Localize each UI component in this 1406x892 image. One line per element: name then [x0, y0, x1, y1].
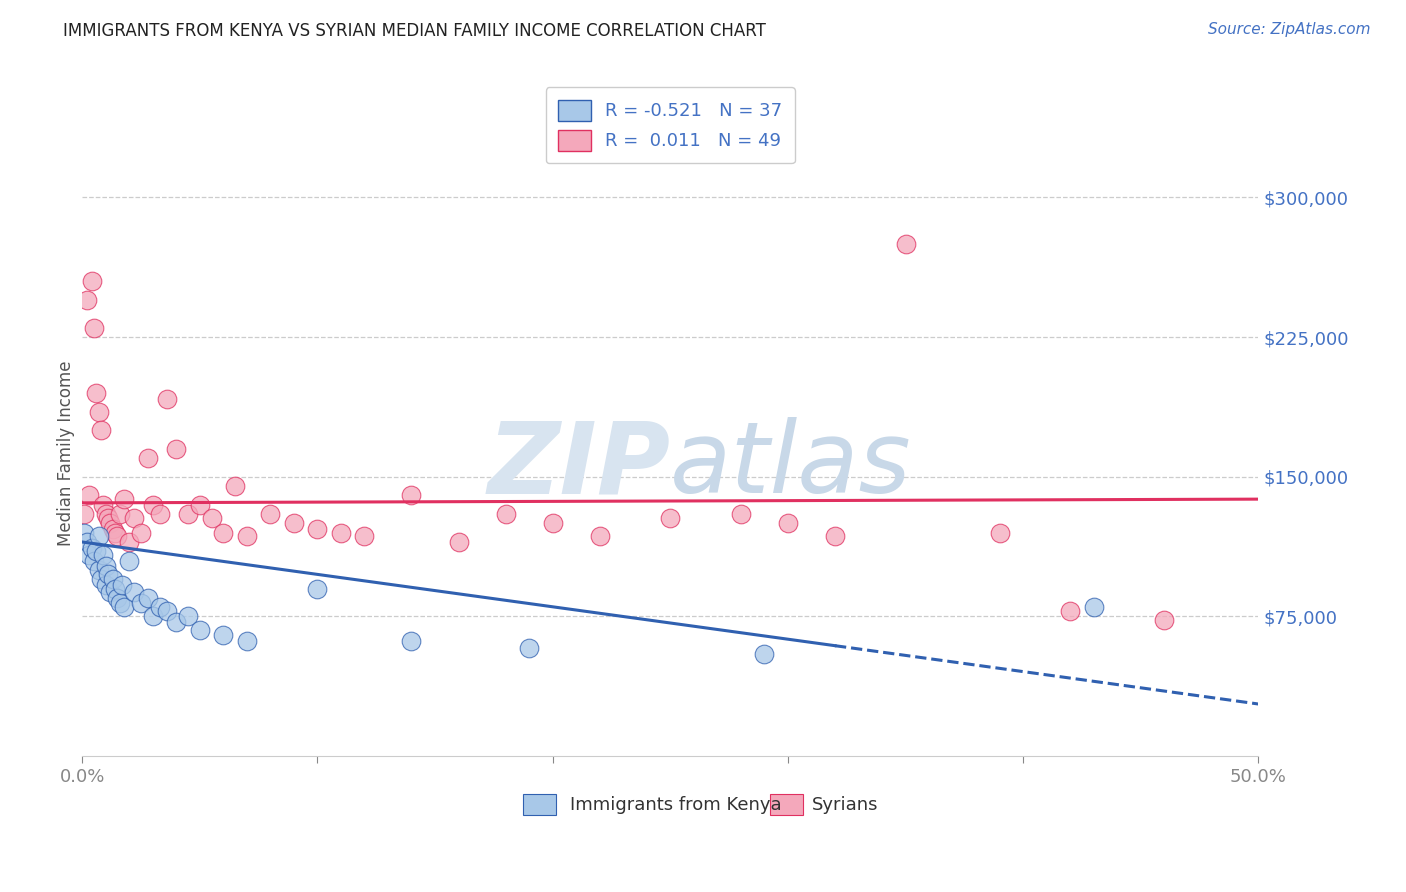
Point	[401, 633, 423, 648]
Point	[80, 274, 103, 288]
Point	[76, 293, 98, 307]
Point	[104, 525, 127, 540]
Point	[129, 525, 152, 540]
Point	[329, 525, 352, 540]
Text: atlas: atlas	[671, 417, 912, 514]
Point	[156, 604, 179, 618]
Point	[988, 525, 1011, 540]
Point	[495, 507, 517, 521]
Point	[107, 591, 129, 605]
Point	[104, 582, 127, 596]
Point	[97, 566, 120, 581]
Bar	[523, 794, 557, 815]
Point	[87, 563, 110, 577]
Point	[77, 548, 100, 562]
Point	[177, 609, 200, 624]
Point	[754, 647, 776, 661]
Point	[90, 572, 112, 586]
Point	[165, 615, 187, 629]
Point	[307, 582, 329, 596]
Point	[111, 578, 134, 592]
Point	[80, 541, 103, 555]
Point	[659, 510, 682, 524]
Point	[156, 392, 179, 406]
Point	[236, 633, 259, 648]
Point	[97, 510, 120, 524]
Point	[76, 535, 98, 549]
Point	[149, 507, 172, 521]
Point	[149, 600, 172, 615]
Point	[283, 516, 305, 531]
Point	[224, 479, 246, 493]
Point	[94, 559, 117, 574]
Bar	[770, 794, 803, 815]
Point	[77, 488, 100, 502]
Point	[136, 591, 159, 605]
Text: Source: ZipAtlas.com: Source: ZipAtlas.com	[1208, 22, 1371, 37]
Point	[589, 529, 612, 543]
Legend: R = -0.521   N = 37, R =  0.011   N = 49: R = -0.521 N = 37, R = 0.011 N = 49	[546, 87, 794, 163]
Point	[118, 553, 141, 567]
Point	[353, 529, 375, 543]
Point	[83, 553, 105, 567]
Point	[730, 507, 752, 521]
Point	[1083, 600, 1105, 615]
Point	[84, 544, 107, 558]
Point	[90, 423, 112, 437]
Point	[101, 522, 124, 536]
Point	[136, 451, 159, 466]
Point	[107, 529, 129, 543]
Point	[73, 525, 96, 540]
Point	[259, 507, 281, 521]
Point	[401, 488, 423, 502]
Point	[91, 548, 114, 562]
Point	[142, 609, 165, 624]
Point	[1153, 613, 1175, 627]
Point	[73, 507, 96, 521]
Point	[122, 585, 145, 599]
Point	[108, 507, 131, 521]
Point	[83, 320, 105, 334]
Point	[98, 585, 121, 599]
Point	[94, 578, 117, 592]
Point	[1059, 604, 1081, 618]
Point	[188, 498, 211, 512]
Point	[142, 498, 165, 512]
Point	[87, 529, 110, 543]
Text: Immigrants from Kenya: Immigrants from Kenya	[571, 796, 782, 814]
Point	[541, 516, 564, 531]
Point	[108, 597, 131, 611]
Point	[177, 507, 200, 521]
Point	[200, 510, 222, 524]
Point	[129, 597, 152, 611]
Point	[98, 516, 121, 531]
Point	[824, 529, 846, 543]
Point	[447, 535, 470, 549]
Point	[894, 236, 917, 251]
Text: ZIP: ZIP	[488, 417, 671, 514]
Point	[114, 492, 136, 507]
Point	[94, 507, 117, 521]
Point	[212, 628, 235, 642]
Point	[87, 404, 110, 418]
Point	[517, 641, 540, 656]
Y-axis label: Median Family Income: Median Family Income	[58, 360, 75, 546]
Point	[212, 525, 235, 540]
Point	[91, 498, 114, 512]
Point	[84, 386, 107, 401]
Point	[307, 522, 329, 536]
Point	[122, 510, 145, 524]
Point	[118, 535, 141, 549]
Text: IMMIGRANTS FROM KENYA VS SYRIAN MEDIAN FAMILY INCOME CORRELATION CHART: IMMIGRANTS FROM KENYA VS SYRIAN MEDIAN F…	[63, 22, 766, 40]
Point	[776, 516, 799, 531]
Point	[101, 572, 124, 586]
Text: Syrians: Syrians	[811, 796, 877, 814]
Point	[165, 442, 187, 456]
Point	[114, 600, 136, 615]
Point	[236, 529, 259, 543]
Point	[188, 623, 211, 637]
